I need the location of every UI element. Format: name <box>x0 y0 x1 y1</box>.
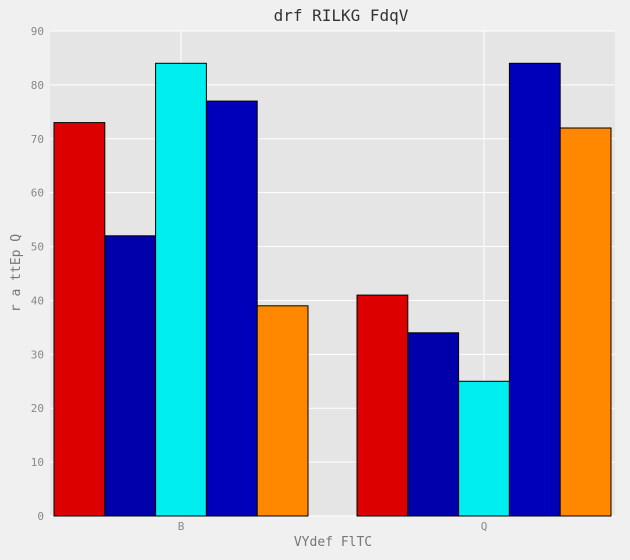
bar <box>458 380 510 517</box>
bar <box>559 127 612 517</box>
y-tick-label: 90 <box>31 25 44 38</box>
y-axis-label: r a ttEp Q <box>9 234 24 312</box>
y-tick-label: 60 <box>31 187 44 200</box>
bar <box>205 100 258 517</box>
bar <box>104 235 157 517</box>
bar <box>407 332 460 517</box>
bar <box>356 294 409 517</box>
bar <box>508 62 561 517</box>
x-tick-label: B <box>178 520 185 533</box>
y-tick-label: 10 <box>31 456 44 469</box>
bar <box>155 62 207 517</box>
y-axis-ticks: 0 10 20 30 40 50 60 70 80 90 <box>31 25 44 523</box>
x-axis-label: VYdef FlTC <box>294 535 372 550</box>
y-tick-label: 70 <box>31 133 44 146</box>
bars <box>53 62 612 517</box>
y-tick-label: 50 <box>31 241 44 254</box>
y-tick-label: 40 <box>31 294 44 307</box>
bar <box>53 122 106 517</box>
bar <box>256 305 309 517</box>
y-tick-label: 30 <box>31 348 44 361</box>
chart-title: drf RILKG FdqV <box>274 6 409 25</box>
y-tick-label: 80 <box>31 79 44 92</box>
y-tick-label: 20 <box>31 402 44 415</box>
y-tick-label: 0 <box>37 510 44 523</box>
x-tick-label: Q <box>481 520 488 533</box>
